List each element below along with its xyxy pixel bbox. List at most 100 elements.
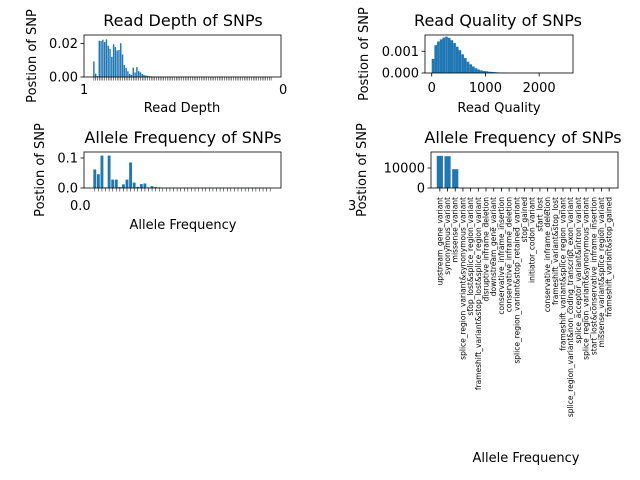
y-ticks: 0.00 0.02 xyxy=(49,37,84,86)
bar xyxy=(472,66,475,73)
bar xyxy=(118,187,122,188)
chart-allele-frequency: Allele Frequency of SNPs 0.0 0.1 0.0 3 Al… xyxy=(33,123,356,233)
plot-frame xyxy=(83,34,282,78)
x-tick-label: stop_lost&splice_region_variant xyxy=(466,197,475,316)
bar xyxy=(458,50,462,73)
x-tick-label: splice_acceptor_variant&intron_variant xyxy=(574,197,583,344)
bar xyxy=(436,155,443,188)
y-ticks: 0 10000 xyxy=(384,162,431,197)
x-axis-label: Allele Frequency xyxy=(129,218,236,233)
x-tick-label: start_lost xyxy=(535,197,544,232)
bar xyxy=(128,73,131,77)
bar xyxy=(105,39,108,77)
bar xyxy=(463,58,467,73)
x-tick-label: missense_variant&splice_region_variant xyxy=(597,197,606,348)
bar xyxy=(452,169,459,188)
bar xyxy=(146,75,149,77)
y-axis-label: Postion of SNP xyxy=(357,7,372,101)
bar xyxy=(125,179,129,188)
x-tick-label: disruptive_inframe_deletion xyxy=(482,197,491,302)
chart-title: Allele Frequency of SNPs xyxy=(424,128,621,147)
x-axis-label: Allele Frequency xyxy=(472,451,579,466)
x-tick-label-last: 0 xyxy=(279,83,287,98)
bar xyxy=(121,54,124,77)
x-tick-label: frameshift_variant&stop_gained xyxy=(605,197,614,317)
y-axis-label: Postion of SNP xyxy=(25,9,40,103)
bar xyxy=(102,39,104,77)
bar xyxy=(93,169,97,188)
bar xyxy=(148,76,151,77)
bar xyxy=(141,73,143,77)
bar xyxy=(111,56,113,77)
bar xyxy=(100,41,102,77)
bar xyxy=(93,61,95,77)
bar xyxy=(103,42,106,77)
bar-series xyxy=(93,155,272,192)
bar xyxy=(143,74,145,77)
bar xyxy=(98,40,100,77)
x-tick-label: splice_region_variant&stop_retained_vari… xyxy=(512,197,521,364)
bar-series xyxy=(431,36,569,73)
x-tick-label-first: 0.0 xyxy=(70,199,91,214)
bar xyxy=(116,50,118,77)
bar xyxy=(134,72,136,77)
y-ticks: 0.0 0.1 xyxy=(57,152,84,197)
bar xyxy=(96,174,100,188)
bar xyxy=(139,184,143,188)
x-tick-label-first: 1 xyxy=(80,83,88,98)
bar xyxy=(493,72,497,73)
bar xyxy=(94,73,97,77)
bar xyxy=(450,40,454,73)
bar xyxy=(480,70,483,73)
x-tick-label: frameshift_variant&splice_region_variant xyxy=(558,197,567,351)
bar xyxy=(111,179,115,188)
bar xyxy=(145,75,147,77)
bar xyxy=(150,186,154,188)
x-tick-label: frameshift_variant&stop_lost&splice_regi… xyxy=(474,197,483,390)
x-axis-label: Read Quality xyxy=(457,101,541,116)
y-tick-label: 0.02 xyxy=(49,37,78,52)
chart-title: Read Quality of SNPs xyxy=(414,11,582,30)
bar xyxy=(143,183,147,188)
chart-read-quality: Read Quality of SNPs 0.000 0.001 0 1000 200… xyxy=(357,7,582,116)
chart-title: Read Depth of SNPs xyxy=(103,11,262,30)
bar xyxy=(132,67,134,77)
x-tick-label-last: 3 xyxy=(348,199,356,214)
plot-frame xyxy=(83,151,282,189)
x-tick-label: synonymous_variant xyxy=(443,197,452,275)
plot-frame xyxy=(430,151,619,189)
bar xyxy=(127,71,129,77)
x-tick-label: upstream_gene_variant xyxy=(435,197,444,286)
bar xyxy=(461,54,464,73)
bar xyxy=(469,64,473,73)
bar xyxy=(439,39,443,73)
x-tick-label: 2000 xyxy=(523,81,556,96)
bar xyxy=(120,43,122,77)
chart-variant-effects: Allele Frequency of SNPs 0 10000 upstream… xyxy=(355,123,622,466)
bar xyxy=(453,43,456,73)
bar xyxy=(466,61,470,73)
y-axis-label: Postion of SNP xyxy=(33,123,48,217)
y-tick-label: 0.1 xyxy=(57,152,78,167)
bar xyxy=(139,72,142,77)
bar xyxy=(137,71,140,77)
chart-read-depth: Read Depth of SNPs 0.00 0.02 1 0 Read Dep… xyxy=(25,9,287,116)
bar xyxy=(107,45,109,77)
x-tick-label: splice_region_variant&synonymous_variant xyxy=(458,197,467,360)
x-axis-label: Read Depth xyxy=(144,101,220,116)
x-tick-labels: 0.0 3 xyxy=(70,199,356,214)
y-tick-label: 0 xyxy=(417,182,425,197)
plot-frame xyxy=(424,34,574,74)
x-tick-label: conservative_inframe_insertion xyxy=(497,197,506,315)
bar xyxy=(445,36,448,73)
x-tick-label: downstream_gene_variant xyxy=(489,197,498,296)
x-ticks: 0 1000 2000 xyxy=(428,73,556,96)
y-tick-label: 0.001 xyxy=(382,45,419,60)
x-tick-label: 0 xyxy=(428,81,436,96)
bar xyxy=(488,71,491,73)
bar xyxy=(447,37,451,73)
y-axis-label: Postion of SNP xyxy=(355,123,370,217)
x-tick-label: frameshift_variant&stop_lost xyxy=(551,197,560,305)
